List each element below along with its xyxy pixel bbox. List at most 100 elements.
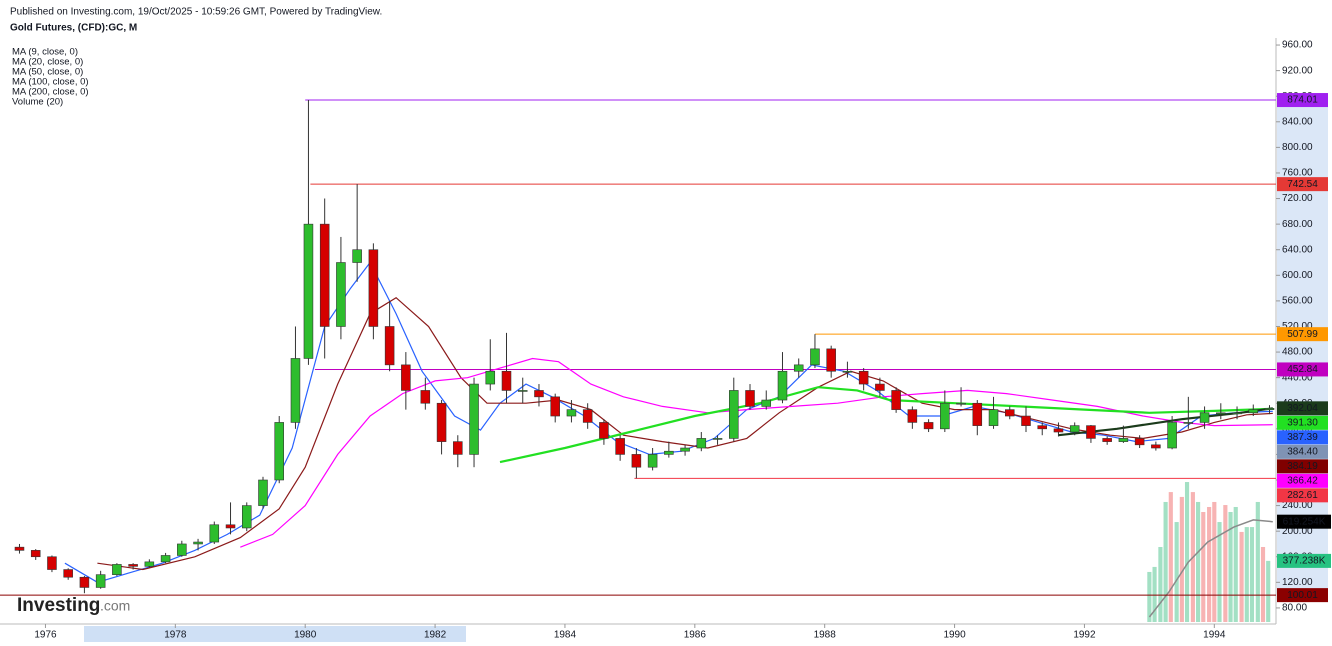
candle-body [274,422,284,481]
y-tick-label: 960.00 [1282,40,1313,51]
volume-bar [1228,512,1233,622]
candle-body [907,409,918,423]
candle-body [940,402,950,430]
symbol-title: Gold Futures, (CFD):GC, M [10,23,137,34]
volume-bar [1223,505,1228,622]
volume-bar [1266,560,1271,622]
volume-bar [1255,501,1260,622]
candle-body [793,364,804,372]
candle-body [664,450,674,455]
price-badge [1277,588,1328,603]
price-badge [1277,488,1328,503]
volume-bar [1168,492,1173,622]
candle-body [858,370,869,385]
logo-suffix: .com [100,598,130,614]
candle-body [290,358,301,423]
legend-entry: MA (50, close, 0) [12,67,83,78]
price-badge-label: 384.40 [1287,446,1318,457]
ma-line [499,386,1273,464]
candle-body [14,546,25,551]
volume-badge-label: 619.254K [1283,516,1326,527]
candle-body [712,438,723,440]
y-tick-label: 480.00 [1282,347,1313,358]
candle-body [988,409,999,426]
volume-badge-label: 377.238K [1283,556,1326,567]
candle-body [319,223,330,327]
ma-line [97,296,1273,571]
price-badge-label: 100.01 [1287,590,1318,601]
candle-body [241,505,252,529]
volume-bar [1233,506,1238,622]
candle-body [112,564,122,575]
candle-body [566,409,577,417]
price-badge [1277,362,1328,377]
candle-body [420,390,431,404]
price-badge [1277,459,1328,474]
volume-bar [1195,501,1201,622]
volume-ma-line [1148,519,1273,618]
candle-body [436,402,447,442]
x-tick-label: 1982 [424,630,447,641]
price-badge [1277,93,1328,108]
candle-body [209,524,220,543]
candle-body [303,223,314,359]
candle-body [1037,425,1047,430]
volume-bar [1179,496,1184,622]
candle-body [336,262,346,327]
price-badge [1277,177,1328,192]
range-highlight [84,626,466,642]
y-tick-label: 120.00 [1282,577,1313,588]
candle-body [810,348,820,366]
x-tick-label: 1976 [34,630,57,641]
volume-bar [1239,531,1244,622]
price-badge-label: 282.61 [1287,490,1318,501]
candle-body [95,574,106,588]
price-badge-label: 366.42 [1287,475,1318,486]
candle-body [384,326,395,366]
volume-bar [1244,527,1249,622]
candle-body [680,447,690,452]
price-badge [1277,327,1328,342]
price-badge [1277,444,1328,459]
volume-bar [1163,501,1168,622]
candle-body [1183,422,1194,424]
price-badge-label: 507.99 [1287,329,1318,340]
y-tick-label: 840.00 [1282,116,1313,127]
legend-entry: Volume (20) [12,97,63,108]
candle-body [891,390,901,410]
candle-body [517,390,528,392]
volume-bar [1152,566,1157,622]
candle-body [1167,422,1177,449]
candle-body [128,564,138,567]
candle-body [352,249,362,263]
candle-body [47,556,57,570]
candle-body [368,249,379,327]
candle-body [972,402,983,426]
candle-body [258,479,268,506]
x-tick-label: 1988 [814,630,837,641]
candle-body [501,370,512,391]
published-note: Published on Investing.com, 19/Oct/2025 … [10,7,382,18]
y-tick-label: 720.00 [1282,193,1313,204]
price-badge [1277,473,1328,488]
volume-bar [1249,527,1255,622]
price-badge-label: 391.30 [1287,417,1318,428]
candle-body [469,383,479,455]
legend-entry: MA (9, close, 0) [12,47,78,58]
volume-bar [1212,501,1217,622]
y-tick-label: 600.00 [1282,270,1313,281]
legend-entry: MA (20, close, 0) [12,57,83,68]
volume-bar [1174,522,1179,622]
y-tick-label: 800.00 [1282,142,1313,153]
candle-body [729,390,739,439]
ma-line [64,261,1273,583]
candle-body [485,370,496,385]
candle-body [79,576,90,588]
x-tick-label: 1992 [1073,630,1096,641]
y-tick-label: 80.00 [1282,603,1307,614]
candle-body [453,441,463,455]
candle-body [1199,412,1210,423]
candle-body [144,561,155,567]
